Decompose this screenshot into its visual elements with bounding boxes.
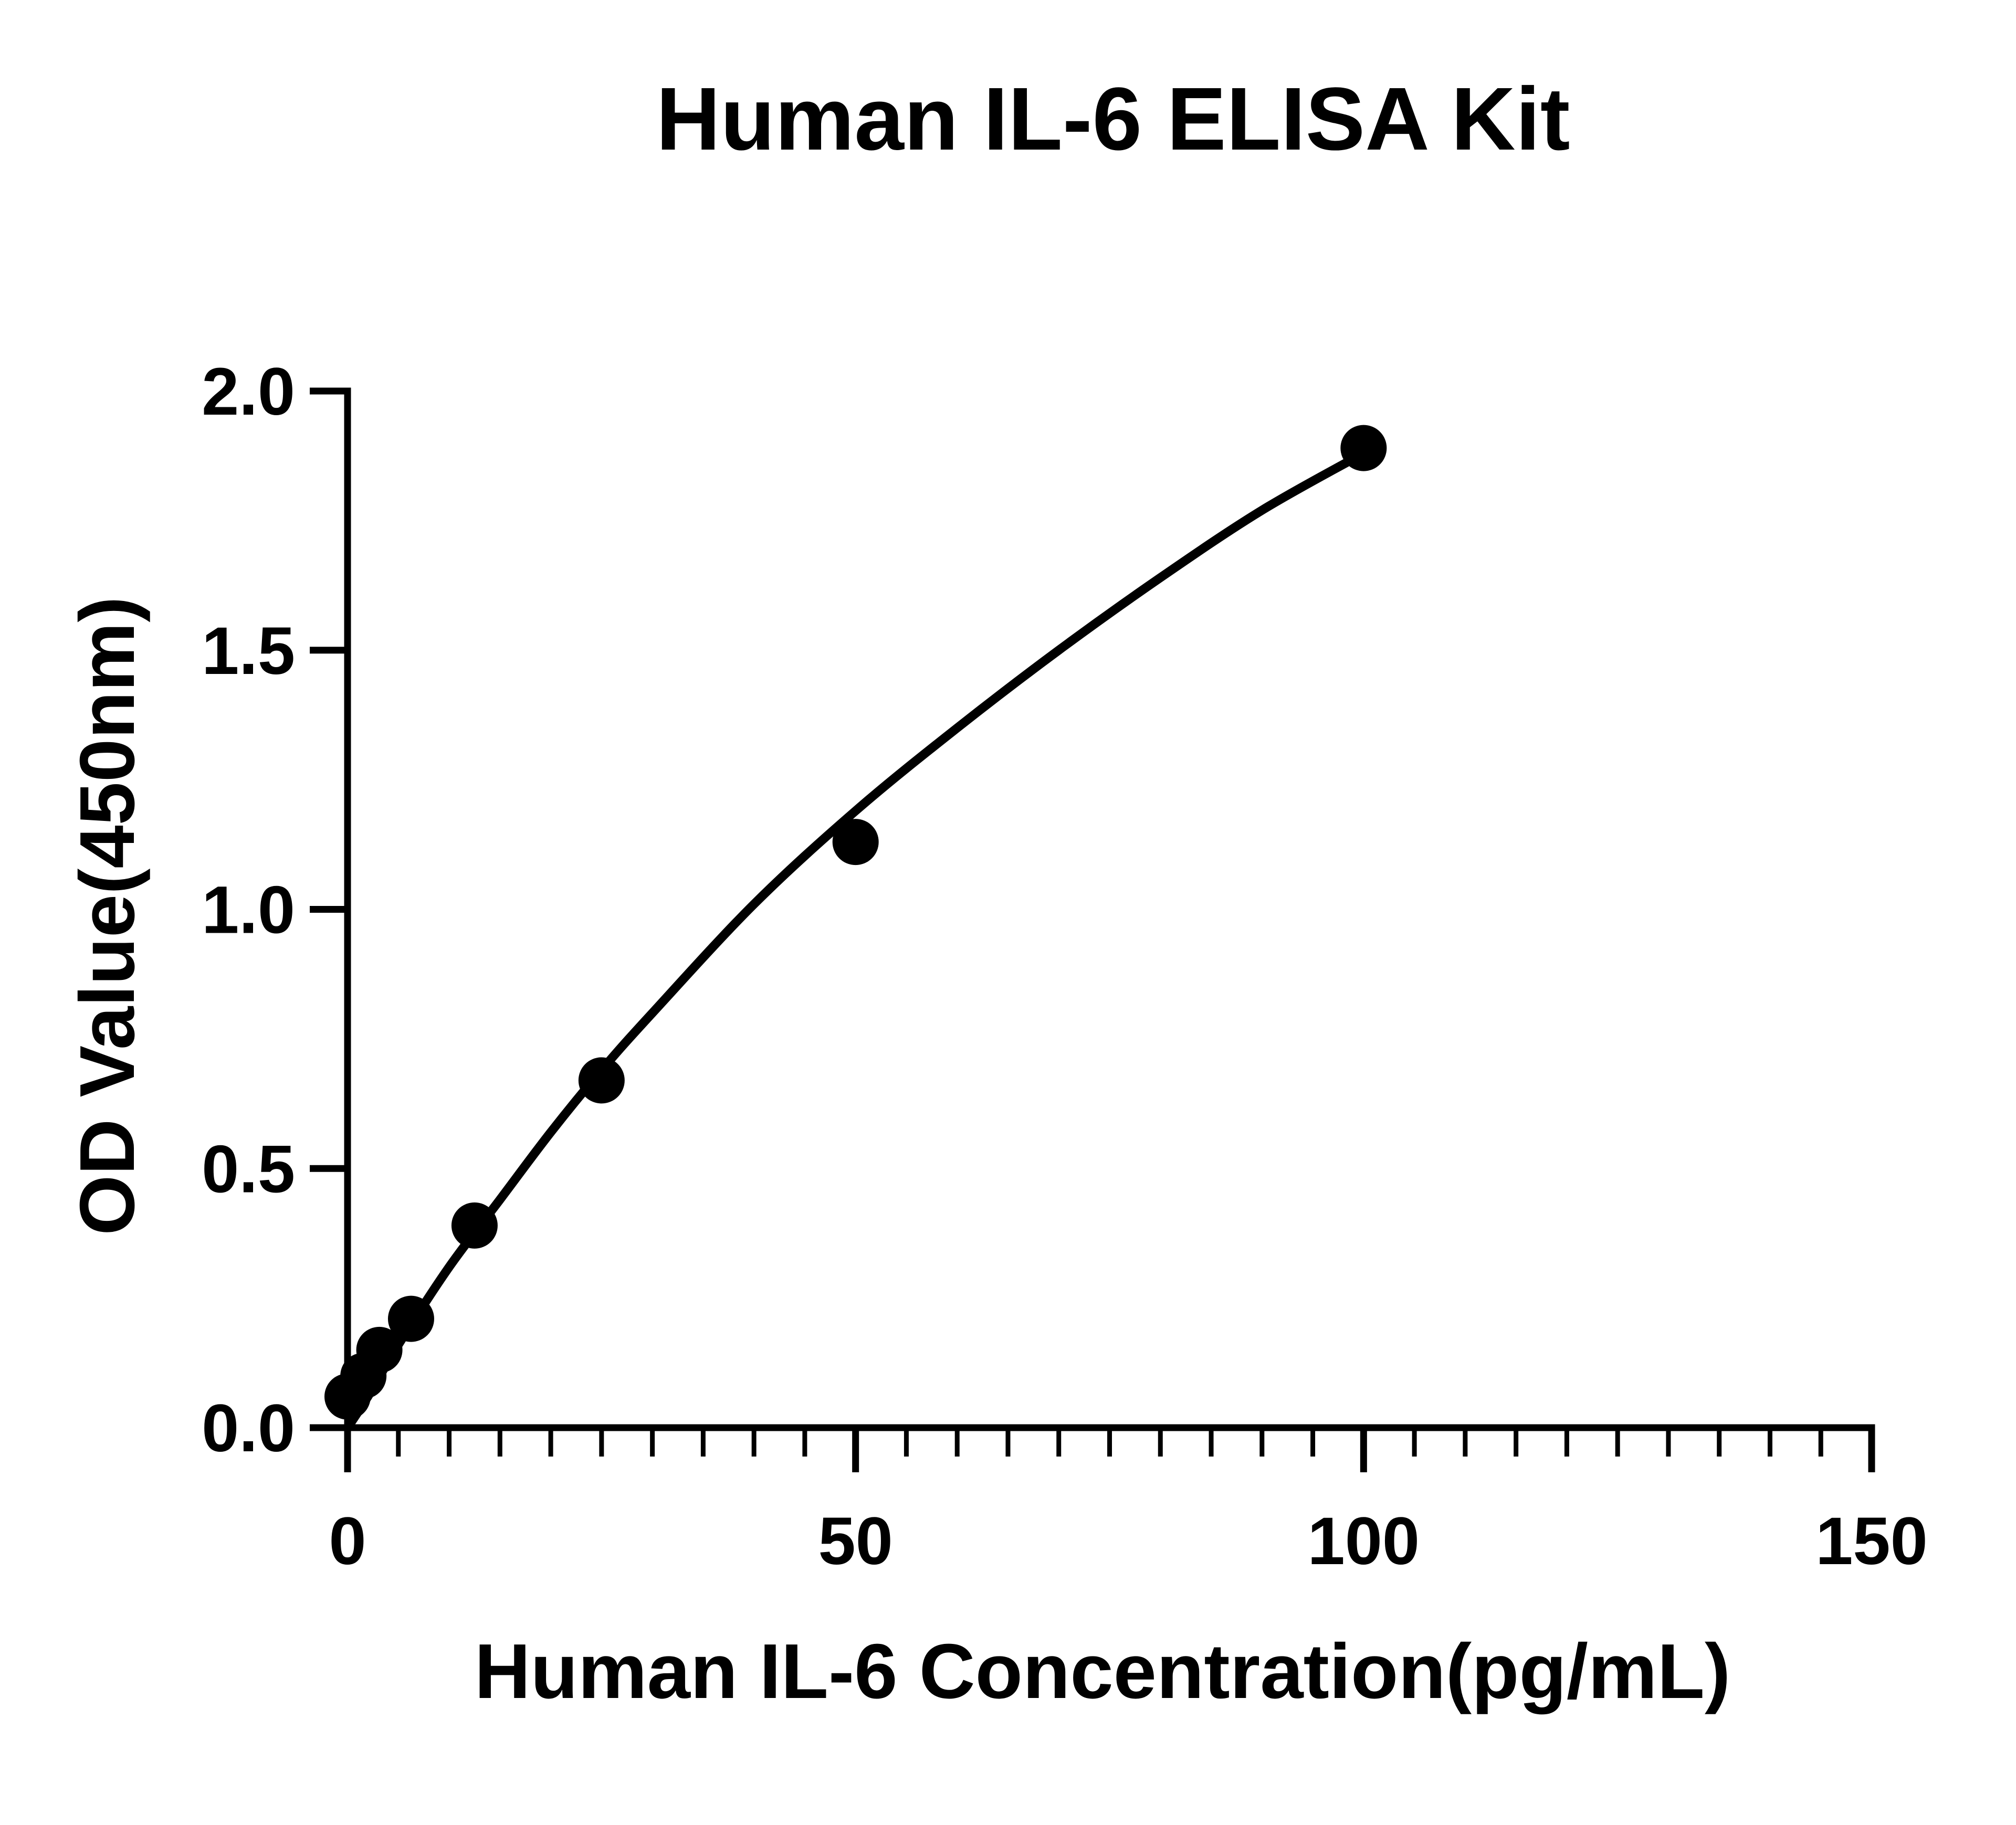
data-point bbox=[832, 819, 879, 866]
data-points bbox=[324, 425, 1387, 1420]
data-point bbox=[356, 1326, 403, 1373]
x-tick-label: 0 bbox=[329, 1504, 366, 1579]
fit-curve-line bbox=[343, 449, 1368, 1432]
x-tick-label: 100 bbox=[1308, 1504, 1420, 1579]
y-tick-label: 0.0 bbox=[202, 1391, 295, 1466]
axes: 0.0 0.5 1.0 1.5 2.0 0 50 100 150 bbox=[202, 354, 1928, 1579]
y-tick-label: 2.0 bbox=[202, 354, 295, 429]
y-axis-label: OD Value(450nm) bbox=[64, 596, 151, 1235]
y-ticks: 0.0 0.5 1.0 1.5 2.0 bbox=[202, 354, 348, 1466]
x-ticks: 0 50 100 150 bbox=[329, 1428, 1928, 1579]
x-tick-label: 50 bbox=[818, 1504, 892, 1579]
data-point bbox=[387, 1295, 434, 1342]
y-tick-label: 1.0 bbox=[202, 873, 295, 948]
data-point bbox=[451, 1202, 498, 1249]
y-tick-label: 1.5 bbox=[202, 614, 295, 689]
data-point bbox=[578, 1057, 625, 1104]
y-tick-label: 0.5 bbox=[202, 1132, 295, 1207]
x-tick-label: 150 bbox=[1815, 1504, 1928, 1579]
x-axis-label: Human IL-6 Concentration(pg/mL) bbox=[475, 1628, 1731, 1715]
data-point bbox=[1340, 425, 1387, 471]
chart-title: Human IL-6 ELISA Kit bbox=[656, 69, 1570, 169]
